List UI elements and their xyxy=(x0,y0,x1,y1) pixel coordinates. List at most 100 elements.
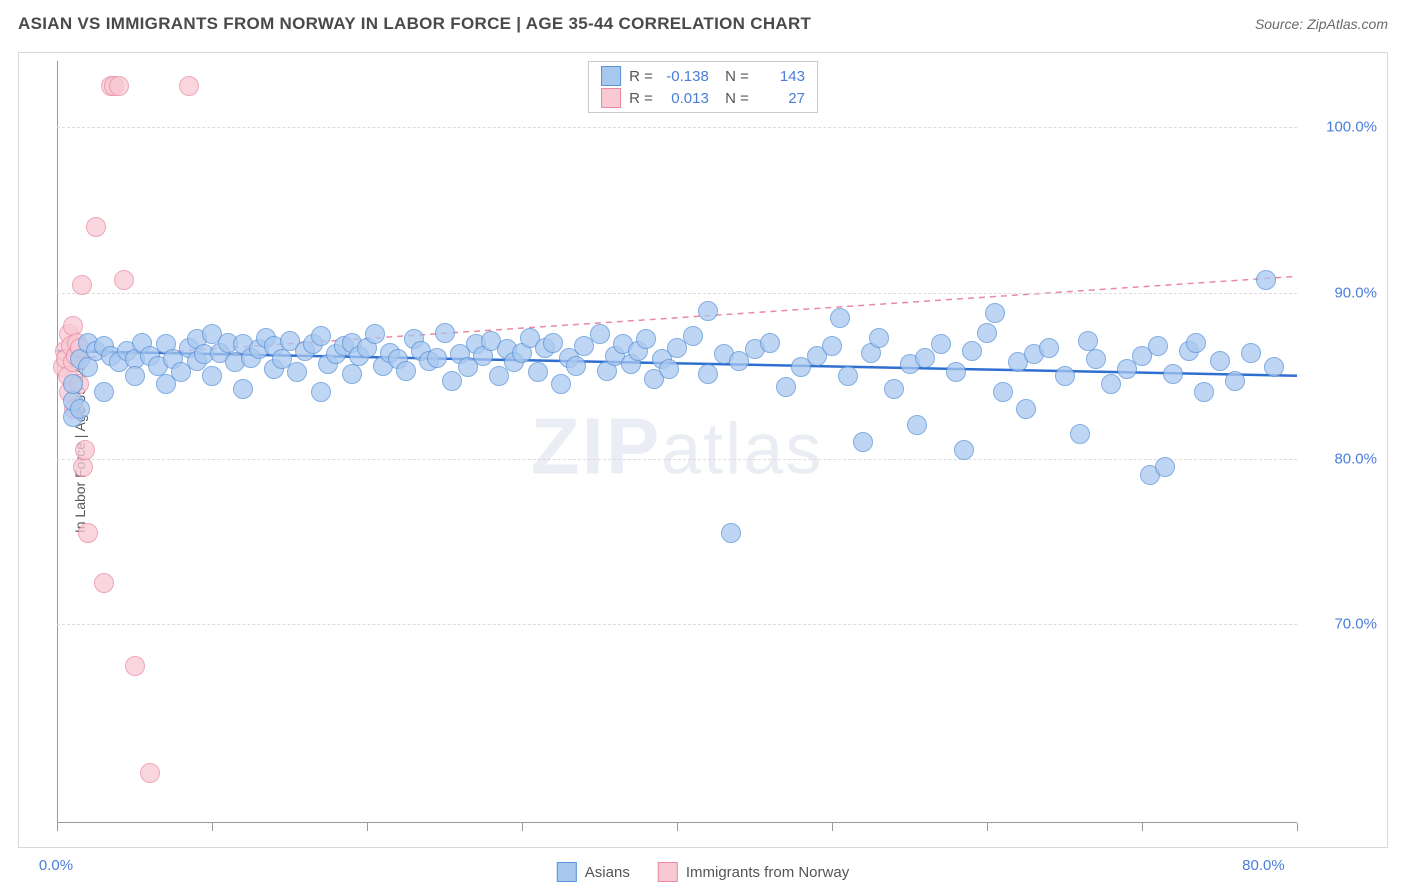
scatter-point xyxy=(869,328,889,348)
scatter-point xyxy=(1039,338,1059,358)
scatter-point xyxy=(838,366,858,386)
scatter-point xyxy=(884,379,904,399)
scatter-point xyxy=(659,359,679,379)
plot-area: ZIPatlas 70.0%80.0%90.0%100.0% xyxy=(57,61,1297,823)
scatter-point xyxy=(94,573,114,593)
scatter-point xyxy=(70,399,90,419)
plot-area-border: In Labor Force | Age 35-44 ZIPatlas 70.0… xyxy=(18,52,1388,848)
stats-r-label: R = xyxy=(629,90,653,107)
scatter-point xyxy=(954,440,974,460)
grid-line-h xyxy=(57,127,1297,128)
scatter-point xyxy=(1070,424,1090,444)
scatter-point xyxy=(396,361,416,381)
stats-n-value-asians: 143 xyxy=(757,68,805,85)
legend-item-norway: Immigrants from Norway xyxy=(658,862,849,882)
y-tick-label: 100.0% xyxy=(1305,119,1377,136)
scatter-point xyxy=(931,334,951,354)
chart-title: ASIAN VS IMMIGRANTS FROM NORWAY IN LABOR… xyxy=(18,14,811,34)
scatter-point xyxy=(94,382,114,402)
scatter-point xyxy=(1101,374,1121,394)
scatter-point xyxy=(125,656,145,676)
chart-container: ASIAN VS IMMIGRANTS FROM NORWAY IN LABOR… xyxy=(0,0,1406,892)
x-tick xyxy=(832,823,833,831)
scatter-point xyxy=(566,356,586,376)
legend-label-asians: Asians xyxy=(585,864,630,881)
stats-r-value-asians: -0.138 xyxy=(661,68,709,85)
scatter-point xyxy=(1148,336,1168,356)
scatter-point xyxy=(63,374,83,394)
stats-legend: R = -0.138 N = 143 R = 0.013 N = 27 xyxy=(588,61,818,113)
legend-swatch-asians xyxy=(557,862,577,882)
x-tick xyxy=(57,823,58,831)
header: ASIAN VS IMMIGRANTS FROM NORWAY IN LABOR… xyxy=(0,0,1406,48)
scatter-point xyxy=(721,523,741,543)
grid-line-h xyxy=(57,459,1297,460)
scatter-point xyxy=(822,336,842,356)
bottom-legend: Asians Immigrants from Norway xyxy=(557,862,849,882)
stats-n-label: N = xyxy=(717,90,749,107)
x-tick-label-min: 0.0% xyxy=(39,857,73,874)
scatter-point xyxy=(1225,371,1245,391)
stats-n-value-norway: 27 xyxy=(757,90,805,107)
x-tick xyxy=(987,823,988,831)
scatter-point xyxy=(528,362,548,382)
scatter-point xyxy=(109,76,129,96)
y-tick-label: 90.0% xyxy=(1305,284,1377,301)
x-tick xyxy=(367,823,368,831)
scatter-point xyxy=(435,323,455,343)
scatter-point xyxy=(1086,349,1106,369)
scatter-point xyxy=(365,324,385,344)
scatter-point xyxy=(1186,333,1206,353)
legend-swatch-norway xyxy=(658,862,678,882)
stats-n-label: N = xyxy=(717,68,749,85)
scatter-point xyxy=(551,374,571,394)
scatter-point xyxy=(1241,343,1261,363)
scatter-point xyxy=(427,348,447,368)
legend-item-asians: Asians xyxy=(557,862,630,882)
source-attribution: Source: ZipAtlas.com xyxy=(1255,16,1388,32)
y-tick-label: 70.0% xyxy=(1305,616,1377,633)
x-tick xyxy=(677,823,678,831)
scatter-point xyxy=(776,377,796,397)
scatter-point xyxy=(202,366,222,386)
scatter-point xyxy=(342,364,362,384)
scatter-point xyxy=(985,303,1005,323)
stats-row-asians: R = -0.138 N = 143 xyxy=(601,66,805,86)
scatter-point xyxy=(962,341,982,361)
scatter-point xyxy=(311,326,331,346)
scatter-point xyxy=(1055,366,1075,386)
scatter-point xyxy=(1078,331,1098,351)
scatter-point xyxy=(1194,382,1214,402)
scatter-point xyxy=(311,382,331,402)
scatter-point xyxy=(590,324,610,344)
grid-line-h xyxy=(57,293,1297,294)
scatter-point xyxy=(946,362,966,382)
stats-r-label: R = xyxy=(629,68,653,85)
x-tick-label-max: 80.0% xyxy=(1242,857,1285,874)
scatter-point xyxy=(72,275,92,295)
scatter-point xyxy=(179,76,199,96)
scatter-point xyxy=(233,379,253,399)
scatter-point xyxy=(140,763,160,783)
y-tick-label: 80.0% xyxy=(1305,450,1377,467)
scatter-point xyxy=(993,382,1013,402)
scatter-point xyxy=(1256,270,1276,290)
scatter-point xyxy=(543,333,563,353)
scatter-point xyxy=(125,366,145,386)
swatch-norway xyxy=(601,88,621,108)
trend-lines-svg xyxy=(57,61,1297,823)
scatter-point xyxy=(86,217,106,237)
scatter-point xyxy=(760,333,780,353)
scatter-point xyxy=(1155,457,1175,477)
scatter-point xyxy=(853,432,873,452)
x-tick xyxy=(522,823,523,831)
grid-line-h xyxy=(57,624,1297,625)
scatter-point xyxy=(698,301,718,321)
scatter-point xyxy=(75,440,95,460)
scatter-point xyxy=(977,323,997,343)
scatter-point xyxy=(698,364,718,384)
x-tick xyxy=(212,823,213,831)
stats-r-value-norway: 0.013 xyxy=(661,90,709,107)
scatter-point xyxy=(1163,364,1183,384)
x-tick xyxy=(1142,823,1143,831)
